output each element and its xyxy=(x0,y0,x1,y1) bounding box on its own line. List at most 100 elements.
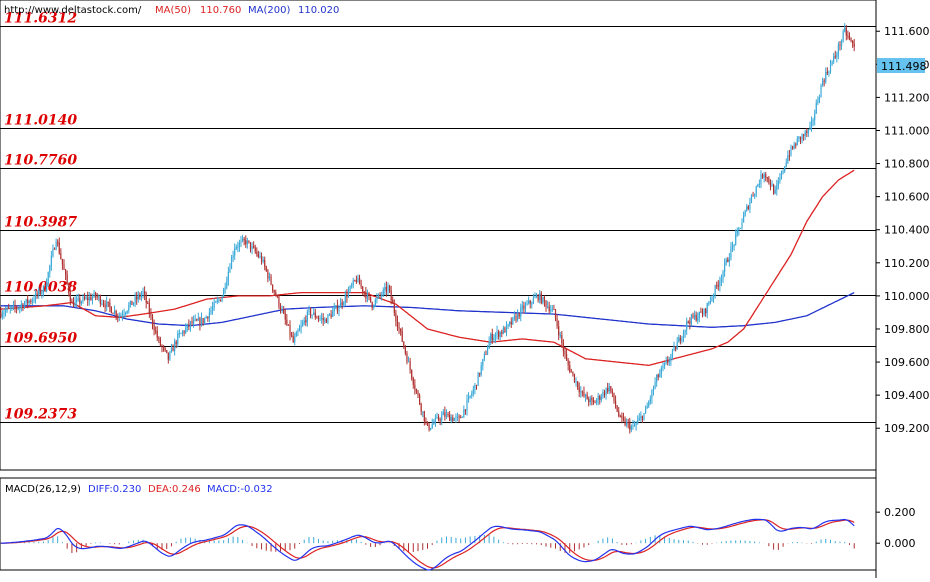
candle-body xyxy=(815,102,817,114)
candle-body xyxy=(807,129,809,133)
candle-body xyxy=(445,414,448,417)
candle-body xyxy=(49,265,51,273)
candle-body xyxy=(739,227,742,229)
candle-body xyxy=(493,337,495,341)
site-url[interactable]: http://www.deltastock.com/ xyxy=(4,5,142,16)
candle-body xyxy=(547,306,549,308)
candle-body xyxy=(801,134,803,140)
level-label: 111.0140 xyxy=(4,113,77,129)
candle-body xyxy=(671,349,674,356)
candle-body xyxy=(780,171,783,178)
candle-body xyxy=(229,268,231,272)
candle-body xyxy=(516,313,519,321)
candle-body xyxy=(818,97,821,102)
candle-body xyxy=(354,280,356,282)
candle-body xyxy=(442,412,444,416)
diff-line xyxy=(0,518,855,571)
candle-body xyxy=(573,373,576,382)
candle-body xyxy=(705,309,707,314)
current-price-value: 111.498 xyxy=(881,60,927,73)
candle-body xyxy=(140,294,143,297)
candle-body xyxy=(313,312,315,315)
candle-body xyxy=(96,296,98,298)
candle-body xyxy=(430,428,432,430)
candle-body xyxy=(265,266,267,271)
candle-body xyxy=(763,174,765,178)
candle-body xyxy=(283,310,285,314)
candle-body xyxy=(720,278,723,282)
candle-body xyxy=(262,259,264,262)
candle-body xyxy=(417,391,419,396)
candle-body xyxy=(812,119,814,121)
candle-body xyxy=(248,240,250,243)
price-tick-label: 111.600 xyxy=(884,25,930,38)
candle-body xyxy=(709,300,711,303)
candle-body xyxy=(450,417,452,421)
candle-body xyxy=(12,304,15,307)
candle-body xyxy=(155,330,157,332)
candle-body xyxy=(382,289,384,296)
candle-body xyxy=(156,331,158,338)
candle-body xyxy=(570,371,572,373)
candle-body xyxy=(85,297,87,299)
candle-body xyxy=(392,299,394,304)
candle-body xyxy=(480,365,482,375)
candle-body xyxy=(284,313,286,320)
candle-body xyxy=(826,72,828,74)
candle-body xyxy=(660,367,663,374)
candle-body xyxy=(584,394,587,397)
candle-body xyxy=(518,313,520,317)
candle-body xyxy=(614,401,617,407)
candle-body xyxy=(513,316,516,318)
candle-body xyxy=(845,27,847,36)
candle-body xyxy=(272,284,274,291)
candle-body xyxy=(47,272,49,285)
candle-body xyxy=(192,320,195,324)
candle-body xyxy=(398,327,400,329)
candle-body xyxy=(344,294,346,303)
candle-body xyxy=(246,240,248,245)
candle-body xyxy=(605,388,607,395)
candle-body xyxy=(259,256,261,258)
candle-body xyxy=(412,378,414,385)
candle-body xyxy=(600,397,602,400)
candle-body xyxy=(147,303,149,305)
candle-body xyxy=(411,369,413,379)
candle-body xyxy=(235,247,237,249)
candle-body xyxy=(188,323,190,327)
candle-body xyxy=(58,242,60,254)
candle-body xyxy=(256,251,258,254)
candle-body xyxy=(766,177,768,179)
candle-body xyxy=(596,400,598,404)
candle-body xyxy=(466,399,468,411)
candle-body xyxy=(118,316,120,318)
macd-value: MACD:-0.032 xyxy=(207,484,273,495)
candle-body xyxy=(289,325,291,336)
candle-body xyxy=(125,312,127,314)
candle-body xyxy=(17,308,19,310)
candle-body xyxy=(727,259,729,262)
candle-body xyxy=(368,293,370,297)
macd-panel-frame xyxy=(0,477,877,571)
candle-body xyxy=(33,299,35,301)
candle-body xyxy=(825,72,827,82)
candle-body xyxy=(757,184,759,187)
candle-body xyxy=(420,403,422,412)
candle-body xyxy=(464,409,467,411)
candle-body xyxy=(159,339,162,346)
candle-body xyxy=(829,64,832,72)
candle-body xyxy=(264,259,266,267)
candle-body xyxy=(322,318,324,321)
candle-body xyxy=(395,312,397,322)
candle-body xyxy=(586,394,588,400)
candle-body xyxy=(498,331,500,337)
candle-body xyxy=(774,189,776,194)
candle-body xyxy=(20,304,22,307)
candle-body xyxy=(711,297,713,301)
candle-body xyxy=(377,294,380,298)
candle-body xyxy=(831,61,833,65)
candle-body xyxy=(161,345,163,347)
candle-body xyxy=(474,384,476,390)
candle-body xyxy=(324,319,326,321)
candle-body xyxy=(197,318,199,321)
